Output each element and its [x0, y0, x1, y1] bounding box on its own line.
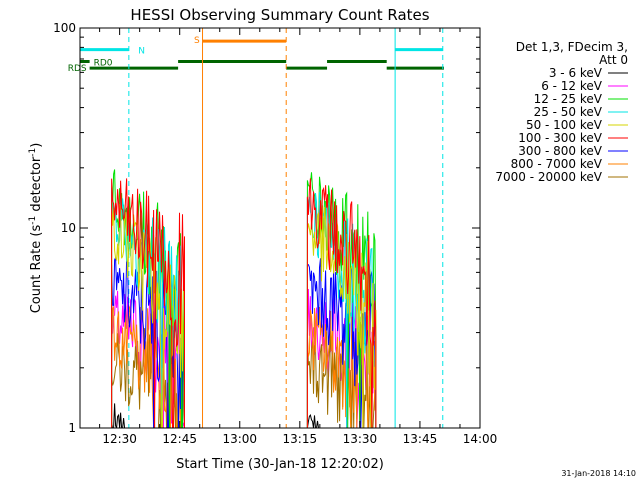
x-tick-label: 13:00: [222, 432, 257, 446]
legend-label: 25 - 50 keV: [534, 105, 603, 119]
y-tick-label: 100: [53, 21, 76, 35]
saa-flag-label: S: [194, 36, 200, 46]
legend-label: 6 - 12 keV: [541, 79, 603, 93]
y-axis-ticks: 1 10 100: [53, 21, 480, 435]
x-tick-label: 12:45: [162, 432, 197, 446]
x-tick-label: 13:15: [283, 432, 318, 446]
footer-date: 31-Jan-2018 14:10: [561, 469, 636, 478]
x-tick-label: 13:30: [343, 432, 378, 446]
x-tick-label: 13:45: [403, 432, 438, 446]
legend-label: 50 - 100 keV: [526, 118, 603, 132]
legend-label: 800 - 7000 keV: [511, 157, 603, 171]
chart-title: HESSI Observing Summary Count Rates: [130, 6, 429, 24]
x-tick-label: 12:30: [102, 432, 137, 446]
x-tick-label: 14:00: [463, 432, 498, 446]
y-axis-label: Count Rate (s-1 detector-1): [28, 143, 44, 314]
legend-label: 3 - 6 keV: [549, 66, 603, 80]
trace-line: [306, 414, 376, 429]
legend-label: 300 - 800 keV: [518, 144, 602, 158]
rd0-flag-label: RD0: [94, 58, 113, 68]
x-axis-ticks: 12:30 12:45 13:00 13:15 13:30 13:45 14:00: [99, 28, 498, 446]
trace-line: [306, 205, 377, 429]
rds-flag-label: RDS: [68, 64, 87, 74]
data-traces: [111, 169, 377, 429]
y-tick-label: 10: [61, 221, 76, 235]
trace-line: [306, 178, 377, 429]
legend-label: 12 - 25 keV: [534, 92, 603, 106]
legend-header-att: Att 0: [599, 53, 628, 67]
flag-bars: N S RD0 RDS: [68, 36, 444, 74]
legend-label: 7000 - 20000 keV: [495, 170, 602, 184]
legend-label: 100 - 300 keV: [518, 131, 602, 145]
y-tick-label: 1: [68, 421, 76, 435]
legend-header: Det 1,3, FDecim 3,: [516, 40, 628, 54]
night-flag-label: N: [138, 47, 145, 57]
x-axis-label: Start Time (30-Jan-18 12:20:02): [176, 457, 384, 472]
trace-line: [306, 192, 377, 429]
